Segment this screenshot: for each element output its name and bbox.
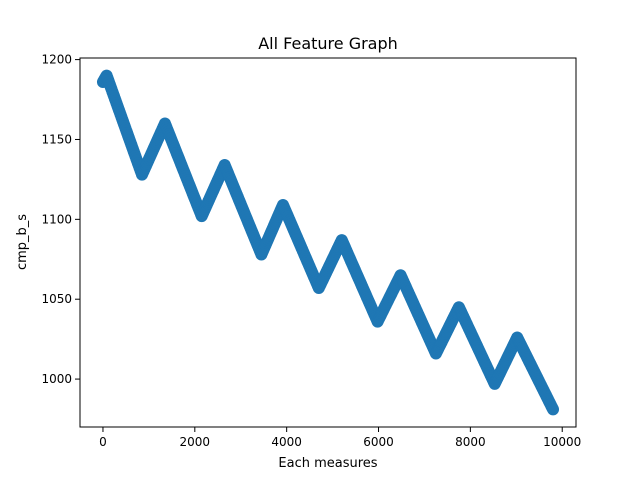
plot-frame <box>79 57 577 428</box>
data-points <box>96 69 560 416</box>
y-axis-label: cmp_b_s <box>15 214 30 270</box>
x-tick-label: 6000 <box>363 435 394 449</box>
chart-title: All Feature Graph <box>258 34 398 53</box>
y-axis: 1000 1050 1100 1150 1200 <box>41 53 80 386</box>
x-tick-label: 8000 <box>455 435 486 449</box>
data-point <box>547 403 560 416</box>
y-tick-label: 1200 <box>41 53 72 67</box>
y-tick-label: 1000 <box>41 372 72 386</box>
x-tick-label: 4000 <box>271 435 302 449</box>
x-tick-label: 0 <box>99 435 107 449</box>
y-tick-label: 1050 <box>41 292 72 306</box>
x-axis-label: Each measures <box>278 456 377 471</box>
x-axis: 0 2000 4000 6000 8000 10000 <box>99 427 581 449</box>
x-tick-label: 2000 <box>180 435 211 449</box>
y-tick-label: 1100 <box>41 212 72 226</box>
y-tick-label: 1150 <box>41 132 72 146</box>
x-tick-label: 10000 <box>543 435 581 449</box>
